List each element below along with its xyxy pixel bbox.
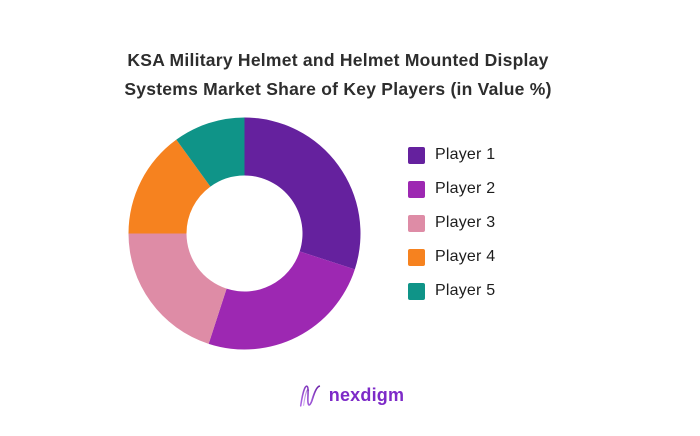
donut-slice-player-5[interactable]: [176, 117, 245, 187]
legend-swatch-player-2: [408, 180, 425, 198]
legend: Player 1 Player 2 Player 3 Player 4 Play…: [408, 146, 495, 316]
legend-label-player-1: Player 1: [435, 146, 496, 163]
legend-item-player-1[interactable]: Player 1: [408, 146, 495, 164]
legend-swatch-player-1: [408, 146, 425, 164]
donut-chart: [128, 117, 361, 350]
legend-item-player-3[interactable]: Player 3: [408, 214, 495, 232]
legend-swatch-player-4: [408, 248, 425, 266]
nexdigm-logo: nexdigm: [0, 381, 700, 409]
legend-swatch-player-3: [408, 214, 425, 232]
chart-title-line-2: Systems Market Share of Key Players (in …: [124, 78, 552, 99]
legend-item-player-4[interactable]: Player 4: [408, 248, 495, 266]
chart-title: KSA Military Helmet and Helmet Mounted D…: [0, 46, 676, 103]
legend-swatch-player-5: [408, 282, 425, 300]
legend-label-player-5: Player 5: [435, 282, 496, 299]
legend-item-player-2[interactable]: Player 2: [408, 180, 495, 198]
donut-slice-player-3[interactable]: [128, 233, 227, 344]
donut-slice-player-1[interactable]: [244, 117, 361, 270]
legend-label-player-2: Player 2: [435, 180, 496, 197]
chart-title-line-1: KSA Military Helmet and Helmet Mounted D…: [127, 50, 549, 70]
donut-slice-player-4[interactable]: [128, 139, 211, 234]
nexdigm-logo-text: nexdigm: [328, 384, 405, 405]
legend-label-player-3: Player 3: [435, 214, 496, 231]
legend-item-player-5[interactable]: Player 5: [408, 282, 495, 300]
nexdigm-logo-icon: [299, 385, 320, 407]
donut-slice-player-2[interactable]: [208, 251, 355, 350]
legend-label-player-4: Player 4: [435, 248, 496, 265]
